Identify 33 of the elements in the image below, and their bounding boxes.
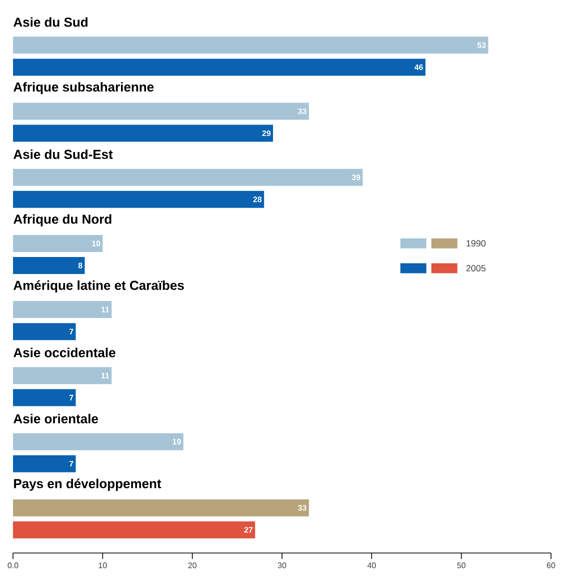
x-tick-label: 20	[188, 562, 196, 568]
data-label: 33	[298, 108, 306, 114]
data-label: 46	[414, 64, 423, 70]
data-label: 27	[244, 527, 253, 533]
data-label: 28	[253, 196, 262, 202]
legend-label: 2005	[466, 265, 486, 272]
x-tick-label: 30	[278, 562, 286, 568]
y-tick-label: Amérique latine et Caraïbes	[14, 280, 184, 293]
x-tick-label: 0.0	[8, 562, 18, 568]
data-label: 33	[298, 505, 306, 511]
y-tick-label: Afrique du Nord	[14, 214, 112, 226]
data-label: 7	[69, 394, 74, 400]
y-tick-label: Afrique subsaharienne	[14, 82, 154, 94]
data-label: 8	[78, 262, 82, 268]
data-label: 7	[69, 328, 74, 334]
data-label: 39	[352, 174, 360, 180]
x-tick-label: 60	[546, 562, 556, 568]
data-label: 19	[172, 438, 181, 445]
data-label: 11	[101, 372, 110, 378]
data-label: 53	[477, 42, 486, 48]
y-tick-label: Asie orientale	[14, 414, 98, 424]
y-tick-label: Asie du Sud-Est	[14, 149, 113, 159]
data-label: 29	[262, 130, 271, 136]
x-tick-label: 10	[98, 562, 107, 568]
y-tick-label: Asie du Sud	[14, 17, 88, 27]
data-label: 7	[69, 461, 74, 467]
x-tick-label: 50	[457, 562, 466, 568]
data-label: 11	[101, 306, 110, 312]
legend-label: 1990	[466, 240, 486, 247]
y-tick-label: Asie occidentale	[14, 348, 116, 358]
x-tick-label: 40	[367, 562, 376, 568]
y-tick-label: Pays en développement	[14, 478, 162, 491]
data-label: 10	[92, 240, 100, 246]
